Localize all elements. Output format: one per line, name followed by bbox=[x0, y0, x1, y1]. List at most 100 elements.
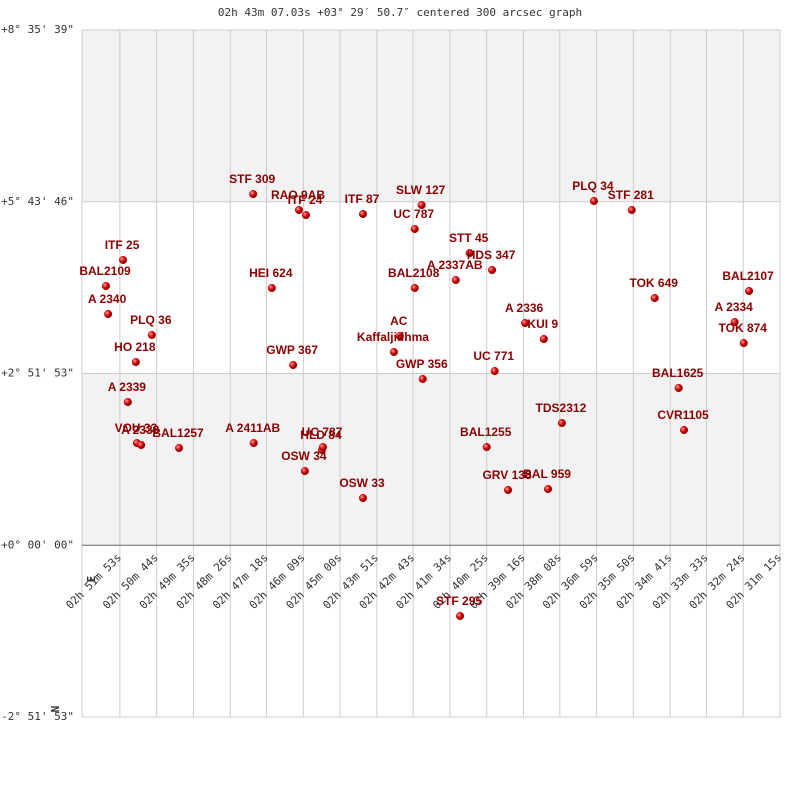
star-point bbox=[739, 338, 748, 348]
star-label: STF 281 bbox=[608, 188, 654, 202]
star-label: STF 309 bbox=[229, 172, 275, 186]
star-point bbox=[137, 440, 146, 450]
star-label: BAL 959 bbox=[523, 467, 571, 481]
compass-label: N bbox=[49, 706, 62, 713]
star-point bbox=[147, 330, 156, 340]
star-point bbox=[119, 255, 128, 265]
star-point bbox=[174, 443, 184, 453]
star-label: PLQ 34 bbox=[572, 179, 614, 193]
star-point bbox=[123, 397, 132, 407]
star-label: VOU 33 bbox=[115, 421, 158, 435]
star-point bbox=[267, 283, 276, 293]
star-point bbox=[358, 209, 368, 219]
star-label: TOK 874 bbox=[719, 321, 768, 335]
star-point bbox=[504, 485, 513, 495]
star-point bbox=[289, 360, 298, 370]
star-label: CVR1105 bbox=[657, 408, 709, 422]
star-label: A 2340 bbox=[88, 292, 127, 306]
star-point bbox=[101, 281, 111, 291]
star-label: BAL2107 bbox=[722, 269, 774, 283]
star-point bbox=[539, 334, 548, 344]
star-point bbox=[745, 286, 754, 296]
star-label: Kaffaljidhma bbox=[357, 330, 429, 344]
star-point bbox=[465, 248, 474, 258]
star-point bbox=[627, 205, 636, 215]
chart-title: 02h 43m 07.03s +03° 29′ 50.7″ centered 3… bbox=[218, 6, 582, 19]
star-label: TOK 649 bbox=[629, 276, 678, 290]
star-point bbox=[589, 196, 598, 206]
star-label: GWP 356 bbox=[396, 357, 448, 371]
star-point bbox=[674, 383, 683, 393]
star-label: BAL1255 bbox=[460, 425, 512, 439]
star-point bbox=[490, 366, 499, 376]
star-label: AC bbox=[390, 314, 408, 328]
background-band bbox=[82, 373, 780, 546]
star-point bbox=[521, 318, 530, 328]
compass-label: E bbox=[85, 576, 98, 583]
star-label: GRV 138 bbox=[482, 468, 531, 482]
star-point bbox=[318, 442, 328, 452]
star-point bbox=[131, 357, 140, 367]
star-label: A 2336 bbox=[505, 301, 544, 315]
star-label: ITF 87 bbox=[345, 192, 380, 206]
star-label: A 2338 bbox=[121, 423, 160, 437]
star-point bbox=[418, 374, 427, 384]
star-point bbox=[294, 205, 304, 215]
star-label: UC 787 bbox=[302, 425, 343, 439]
star-label: UC 771 bbox=[473, 349, 514, 363]
star-label: A 2339 bbox=[108, 380, 147, 394]
star-label: HO 218 bbox=[114, 340, 156, 354]
star-label: RAO 9AB bbox=[271, 188, 325, 202]
star-label: TDS2312 bbox=[536, 401, 587, 415]
star-label: GWP 367 bbox=[266, 343, 318, 357]
y-tick-label: +0° 00' 00" bbox=[1, 538, 74, 551]
star-point bbox=[249, 438, 258, 448]
star-label: STT 45 bbox=[449, 231, 489, 245]
y-tick-label: +2° 51' 53" bbox=[1, 367, 74, 380]
star-label: OSW 33 bbox=[339, 476, 385, 490]
star-point bbox=[543, 484, 553, 494]
star-point bbox=[389, 347, 398, 357]
star-label: A 2337AB bbox=[427, 258, 483, 272]
star-label: PLQ 36 bbox=[130, 313, 172, 327]
star-point bbox=[249, 189, 258, 199]
star-point bbox=[417, 200, 426, 210]
star-label: SLW 127 bbox=[396, 183, 446, 197]
star-point bbox=[104, 309, 113, 319]
star-point bbox=[358, 493, 368, 503]
star-label: KUI 9 bbox=[527, 317, 558, 331]
y-tick-label: +8° 35' 39" bbox=[1, 23, 74, 36]
star-label: A 2334 bbox=[715, 300, 754, 314]
star-point bbox=[451, 275, 460, 285]
star-point bbox=[410, 283, 419, 293]
star-label: ITF 24 bbox=[288, 193, 323, 207]
star-label: UC 787 bbox=[393, 207, 434, 221]
star-label: BAL2108 bbox=[388, 266, 440, 280]
y-tick-label: -2° 51' 53" bbox=[1, 710, 74, 723]
star-point bbox=[395, 331, 404, 341]
star-point bbox=[488, 265, 497, 275]
star-point bbox=[482, 442, 491, 452]
star-label: HDS 347 bbox=[467, 248, 516, 262]
star-label: HEI 624 bbox=[249, 266, 293, 280]
star-label: HLD 84 bbox=[300, 428, 342, 442]
star-point bbox=[730, 317, 739, 327]
star-point bbox=[557, 418, 566, 428]
star-label: BAL1625 bbox=[652, 366, 704, 380]
star-label: STF 295 bbox=[436, 594, 482, 608]
y-tick-label: +5° 43' 46" bbox=[1, 195, 74, 208]
star-label: BAL2109 bbox=[79, 264, 131, 278]
star-point bbox=[300, 466, 309, 476]
star-label: A 2411AB bbox=[225, 421, 280, 435]
star-label: BAL1257 bbox=[152, 426, 204, 440]
star-point bbox=[456, 611, 465, 621]
star-point bbox=[301, 210, 311, 220]
background-band bbox=[82, 30, 780, 202]
star-label: OSW 34 bbox=[281, 449, 327, 463]
star-label: ITF 25 bbox=[105, 238, 140, 252]
star-point bbox=[679, 425, 689, 435]
star-point bbox=[410, 224, 419, 234]
star-point bbox=[650, 293, 659, 303]
